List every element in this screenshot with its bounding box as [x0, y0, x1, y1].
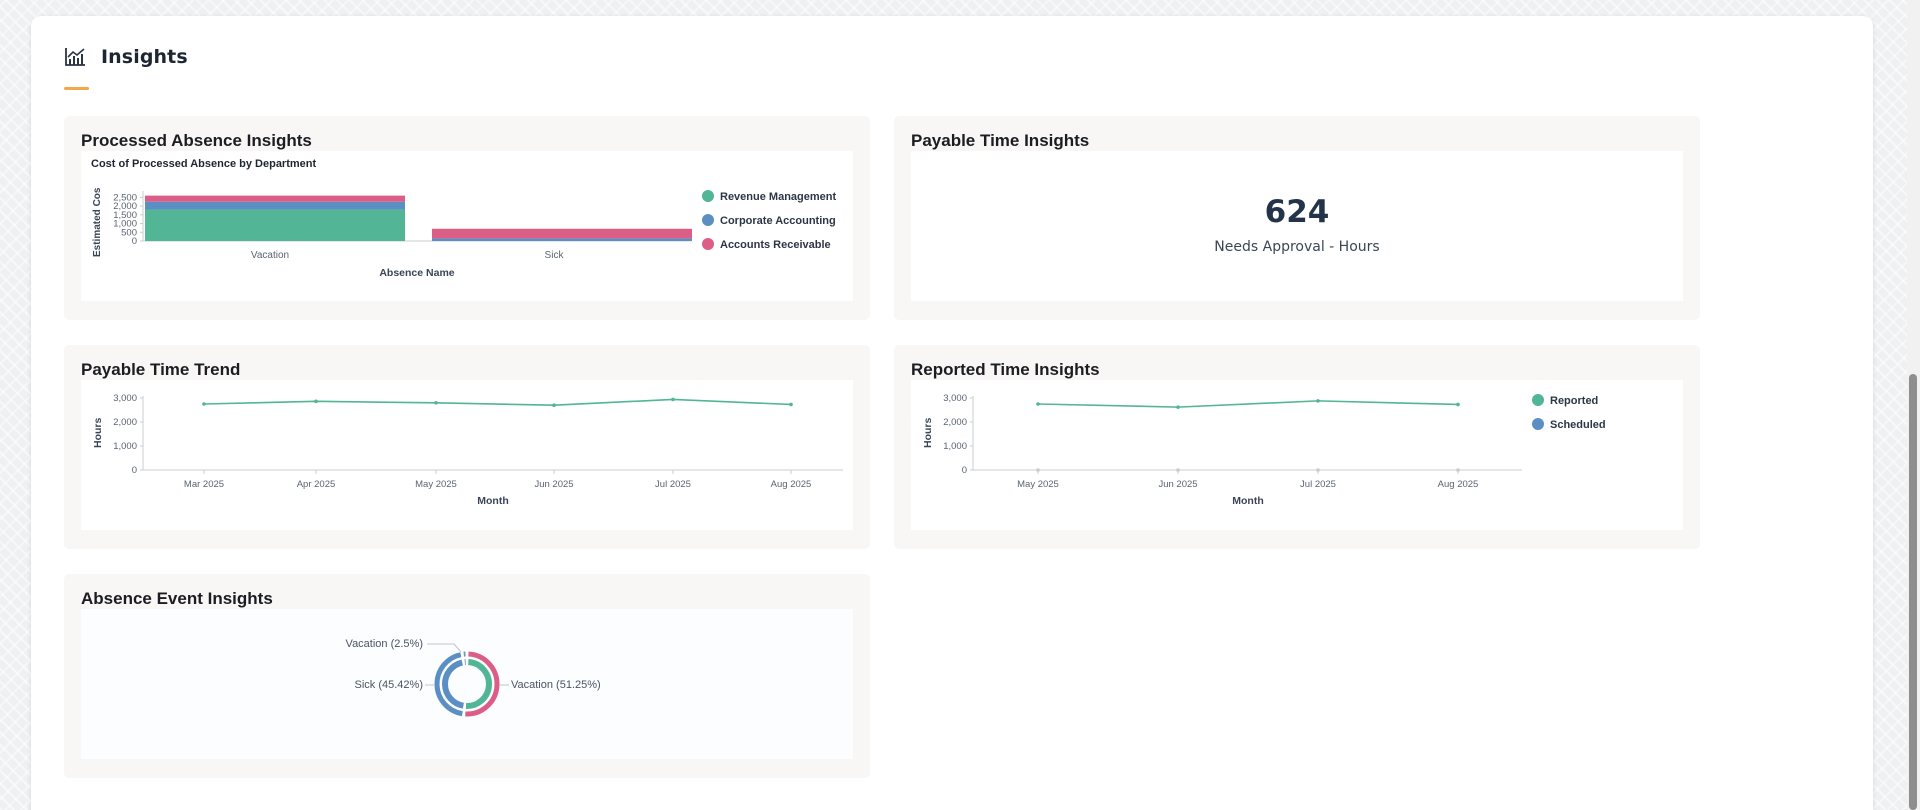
donut-slice	[465, 659, 492, 709]
x-tick-label: Jul 2025	[1300, 479, 1336, 490]
card-title: Payable Time Insights	[911, 131, 1090, 150]
legend-label: Accounts Receivable	[720, 239, 831, 251]
x-tick-label: Jun 2025	[534, 479, 573, 490]
data-point	[1036, 402, 1040, 406]
chart-title: Cost of Processed Absence by Department	[91, 158, 316, 170]
data-point	[1316, 399, 1320, 403]
processed-absence-chart-area: Cost of Processed Absence by Department E…	[81, 151, 853, 301]
x-tick-label: Aug 2025	[771, 479, 812, 490]
card-title: Processed Absence Insights	[81, 131, 312, 150]
slice-label: Vacation (51.25%)	[511, 679, 601, 691]
card-title: Reported Time Insights	[911, 360, 1100, 379]
page-title: Insights	[101, 46, 188, 68]
page-header: Insights	[64, 46, 188, 68]
absence-event-chart-area: Sick (45.42%) Vacation (51.25%) Vacation (…	[81, 609, 853, 759]
slice-label: Vacation (2.5%)	[346, 638, 423, 650]
needs-approval-value[interactable]: 624	[1264, 194, 1330, 230]
payable-trend-line-chart: Hours 0 1,000 2,000 3,000 Mar 2025 Apr 2025 May…	[92, 393, 843, 507]
series-line	[1037, 400, 1459, 408]
data-point	[1036, 468, 1040, 472]
payable-time-trend-card: Payable Time Trend Hours 0 1,000 2,000 3,000…	[64, 345, 870, 549]
legend-dot	[1532, 394, 1544, 406]
y-tick-label: 500	[121, 227, 137, 238]
y-tick-label: 2,000	[113, 201, 137, 212]
legend-dot	[702, 238, 714, 250]
bar-segment	[145, 195, 405, 202]
y-tick-label: 1,000	[943, 441, 967, 452]
legend-dot	[702, 214, 714, 226]
y-axis-label: Hours	[922, 418, 934, 448]
data-point	[314, 399, 318, 404]
y-tick-label: 1,000	[113, 219, 137, 230]
donut-slice	[465, 651, 500, 717]
data-point	[671, 397, 675, 402]
donut-slice	[442, 659, 465, 709]
processed-absence-bar-chart: Cost of Processed Absence by Department E…	[91, 158, 836, 279]
card-title: Absence Event Insights	[81, 589, 273, 608]
series-line	[203, 398, 792, 407]
card-title: Payable Time Trend	[81, 360, 241, 379]
payable-trend-chart-area: Hours 0 1,000 2,000 3,000 Mar 2025 Apr 2025 May…	[81, 380, 853, 530]
x-tick-label: Mar 2025	[184, 479, 224, 490]
legend-label: Scheduled	[1550, 419, 1606, 431]
data-point	[1456, 468, 1460, 472]
reported-time-line-chart: Hours 0 1,000 2,000 3,000 May 2025 Jun 2025 Jul…	[922, 393, 1606, 507]
y-axis-label: Estimated Cos	[92, 187, 103, 257]
x-tick-label: May 2025	[1017, 479, 1059, 490]
bar-segment	[145, 201, 405, 210]
y-tick-label: 3,000	[943, 393, 967, 404]
absence-event-donut-chart: Sick (45.42%) Vacation (51.25%) Vacation (…	[346, 638, 601, 717]
x-tick-label: May 2025	[415, 479, 457, 490]
bar-segment	[432, 228, 692, 239]
y-tick-label: 0	[962, 465, 967, 476]
legend-dot	[1532, 418, 1544, 430]
label-leader	[427, 643, 462, 653]
data-point	[434, 401, 438, 405]
y-tick-label: 0	[132, 465, 137, 476]
slice-label: Sick (45.42%)	[355, 679, 423, 691]
x-tick-label: Vacation	[251, 250, 289, 261]
data-point	[202, 402, 206, 406]
bar-segment	[145, 209, 405, 241]
x-tick-label: Apr 2025	[297, 479, 336, 490]
payable-time-card: Payable Time Insights 624 Needs Approval…	[894, 116, 1700, 320]
legend-label: Reported	[1550, 395, 1598, 407]
legend-label: Corporate Accounting	[720, 215, 836, 227]
x-axis-label: Month	[477, 495, 509, 507]
y-tick-label: 3,000	[113, 393, 137, 404]
data-point	[1316, 468, 1320, 472]
reported-time-chart-area: Hours 0 1,000 2,000 3,000 May 2025 Jun 2025 Jul…	[911, 380, 1683, 530]
insights-panel: Insights Processed Absence Insights Cost…	[31, 16, 1873, 810]
payable-time-body: 624 Needs Approval - Hours	[911, 151, 1683, 301]
data-point	[789, 402, 793, 407]
processed-absence-card: Processed Absence Insights Cost of Proce…	[64, 116, 870, 320]
y-tick-label: 2,500	[113, 192, 137, 203]
needs-approval-label: Needs Approval - Hours	[1214, 239, 1380, 255]
bar-segment	[432, 238, 692, 241]
legend-dot	[702, 190, 714, 202]
reported-time-card: Reported Time Insights Hours 0 1,000 2,000 3…	[894, 345, 1700, 549]
data-point	[1176, 468, 1180, 472]
data-point	[552, 403, 556, 407]
x-tick-label: Aug 2025	[1438, 479, 1479, 490]
legend-label: Revenue Management	[720, 191, 836, 203]
scrollbar-thumb[interactable]	[1909, 374, 1917, 810]
x-axis-label: Month	[1232, 495, 1264, 507]
x-tick-label: Jun 2025	[1158, 479, 1197, 490]
data-point	[1456, 402, 1460, 407]
y-tick-label: 0	[132, 236, 137, 247]
x-tick-label: Sick	[545, 250, 565, 261]
y-axis-label: Hours	[92, 418, 104, 448]
x-tick-label: Jul 2025	[655, 479, 691, 490]
data-point	[1176, 405, 1180, 409]
y-tick-label: 2,000	[113, 417, 137, 428]
y-tick-label: 1,500	[113, 210, 137, 221]
y-tick-label: 1,000	[113, 441, 137, 452]
absence-event-card: Absence Event Insights Sick (45.42%) Vaca…	[64, 574, 870, 778]
x-axis-label: Absence Name	[379, 267, 454, 279]
y-tick-label: 2,000	[943, 417, 967, 428]
donut-slice	[434, 652, 463, 717]
chart-line-icon	[64, 47, 86, 67]
title-underline	[64, 87, 89, 90]
